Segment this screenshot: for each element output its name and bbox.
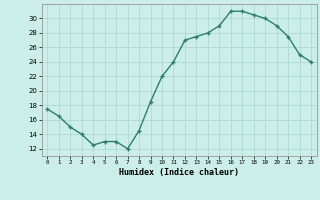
X-axis label: Humidex (Indice chaleur): Humidex (Indice chaleur) (119, 168, 239, 177)
